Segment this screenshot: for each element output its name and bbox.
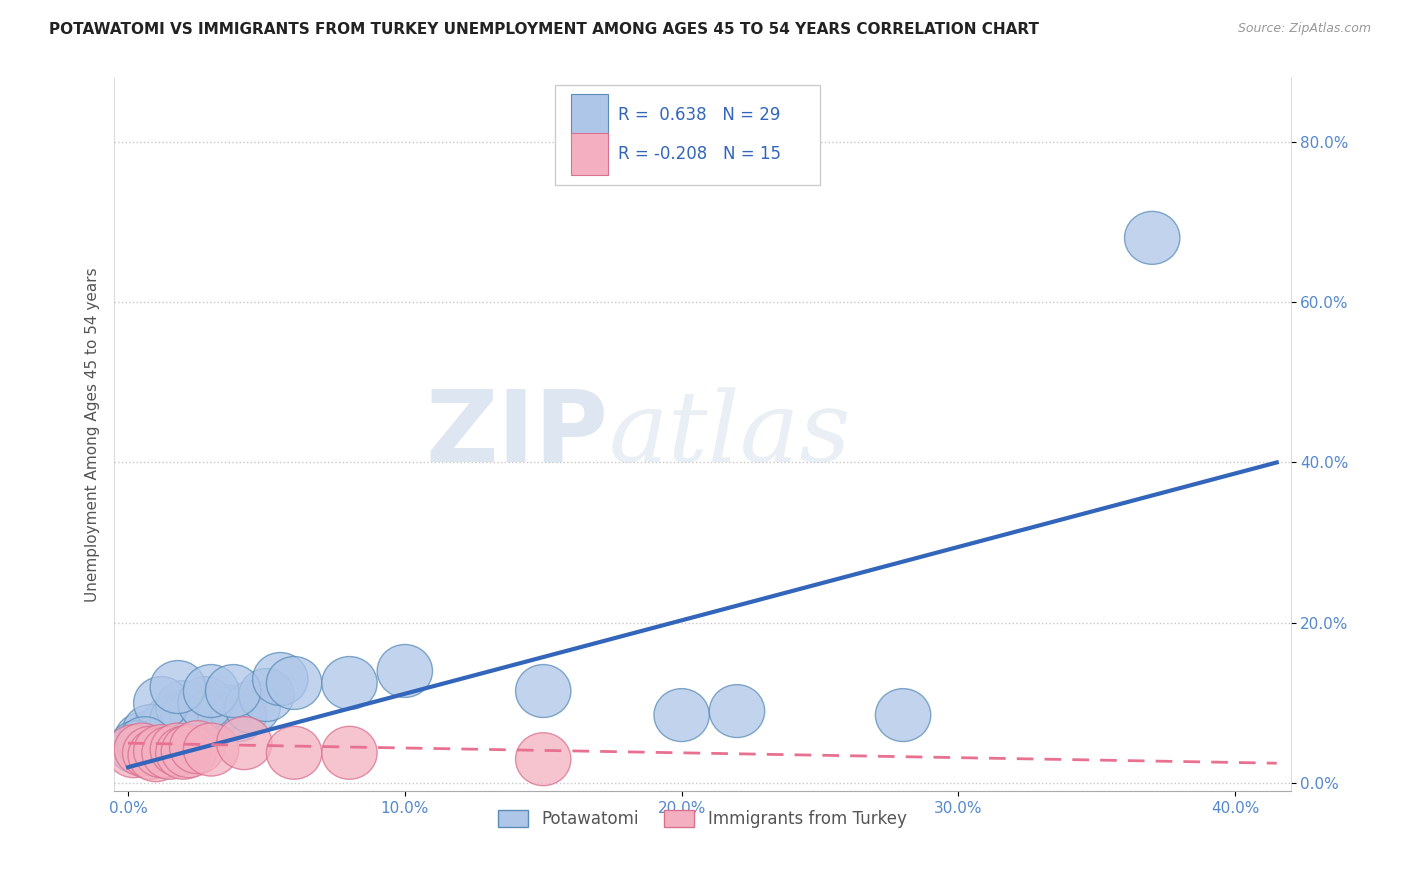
Ellipse shape xyxy=(876,689,931,741)
Ellipse shape xyxy=(142,726,197,780)
Ellipse shape xyxy=(322,726,377,780)
Ellipse shape xyxy=(183,689,239,741)
Ellipse shape xyxy=(122,726,177,780)
Ellipse shape xyxy=(150,692,205,746)
Ellipse shape xyxy=(105,724,162,778)
Ellipse shape xyxy=(516,732,571,786)
Ellipse shape xyxy=(114,723,170,776)
Text: Source: ZipAtlas.com: Source: ZipAtlas.com xyxy=(1237,22,1371,36)
Y-axis label: Unemployment Among Ages 45 to 54 years: Unemployment Among Ages 45 to 54 years xyxy=(86,267,100,602)
Ellipse shape xyxy=(134,724,188,778)
Ellipse shape xyxy=(128,708,183,762)
Ellipse shape xyxy=(128,729,183,781)
Ellipse shape xyxy=(150,723,205,776)
Ellipse shape xyxy=(197,684,253,738)
FancyBboxPatch shape xyxy=(571,133,609,175)
Text: POTAWATOMI VS IMMIGRANTS FROM TURKEY UNEMPLOYMENT AMONG AGES 45 TO 54 YEARS CORR: POTAWATOMI VS IMMIGRANTS FROM TURKEY UNE… xyxy=(49,22,1039,37)
FancyBboxPatch shape xyxy=(555,85,820,185)
Text: ZIP: ZIP xyxy=(426,386,609,483)
Ellipse shape xyxy=(114,713,170,765)
Ellipse shape xyxy=(162,689,217,741)
Ellipse shape xyxy=(177,676,233,730)
Ellipse shape xyxy=(377,645,433,698)
Ellipse shape xyxy=(654,689,709,741)
Ellipse shape xyxy=(1125,211,1180,264)
Ellipse shape xyxy=(150,661,205,714)
Ellipse shape xyxy=(266,657,322,709)
Ellipse shape xyxy=(516,665,571,717)
Ellipse shape xyxy=(253,653,308,706)
Ellipse shape xyxy=(170,684,225,738)
Ellipse shape xyxy=(239,669,294,722)
Ellipse shape xyxy=(162,724,217,778)
Text: R =  0.638   N = 29: R = 0.638 N = 29 xyxy=(617,106,780,124)
Ellipse shape xyxy=(156,726,211,780)
Ellipse shape xyxy=(322,657,377,709)
Ellipse shape xyxy=(142,697,197,749)
Ellipse shape xyxy=(217,716,271,770)
FancyBboxPatch shape xyxy=(571,95,609,136)
Ellipse shape xyxy=(266,726,322,780)
Ellipse shape xyxy=(211,689,266,741)
Text: atlas: atlas xyxy=(609,387,851,482)
Ellipse shape xyxy=(170,721,225,773)
Ellipse shape xyxy=(709,684,765,738)
Ellipse shape xyxy=(134,676,188,730)
Ellipse shape xyxy=(156,681,211,733)
Legend: Potawatomi, Immigrants from Turkey: Potawatomi, Immigrants from Turkey xyxy=(492,803,912,834)
Ellipse shape xyxy=(117,716,173,770)
Ellipse shape xyxy=(122,705,177,757)
Text: R = -0.208   N = 15: R = -0.208 N = 15 xyxy=(617,145,780,163)
Ellipse shape xyxy=(183,723,239,776)
Ellipse shape xyxy=(225,681,280,733)
Ellipse shape xyxy=(205,665,262,717)
Ellipse shape xyxy=(108,721,165,773)
Ellipse shape xyxy=(183,665,239,717)
